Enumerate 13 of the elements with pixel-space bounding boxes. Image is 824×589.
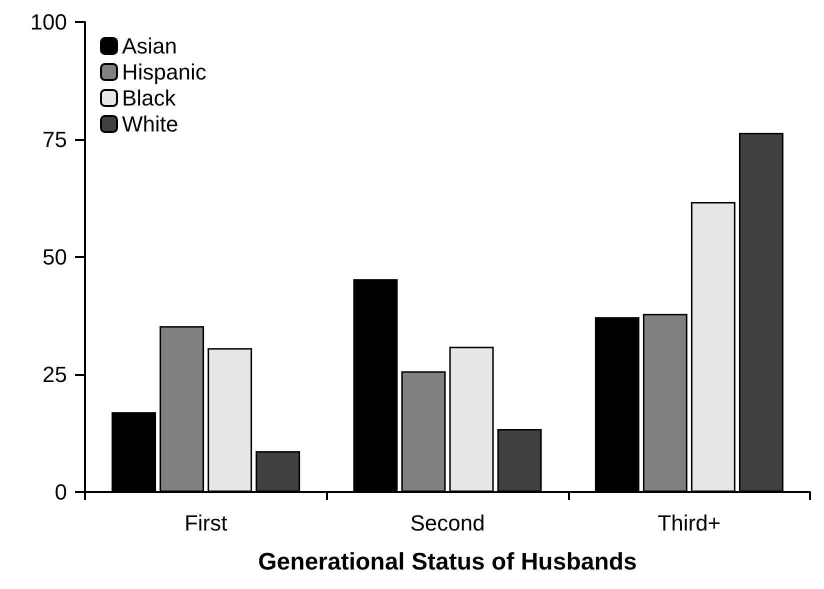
y-tick-label: 75 xyxy=(42,127,67,152)
legend-label: Asian xyxy=(122,34,178,58)
x-tick-label: First xyxy=(184,510,228,536)
y-tick-label: 0 xyxy=(54,480,67,504)
y-tick-label: 100 xyxy=(30,10,67,34)
legend-label: Black xyxy=(122,86,177,110)
y-tick-label: 25 xyxy=(42,362,67,387)
legend-label: Hispanic xyxy=(122,60,206,84)
x-axis-title: Generational Status of Husbands xyxy=(258,548,637,576)
x-tick-label: Second xyxy=(410,510,485,536)
legend-label: White xyxy=(122,112,178,136)
y-tick-label: 50 xyxy=(42,244,67,270)
x-tick-label: Third+ xyxy=(658,510,721,536)
